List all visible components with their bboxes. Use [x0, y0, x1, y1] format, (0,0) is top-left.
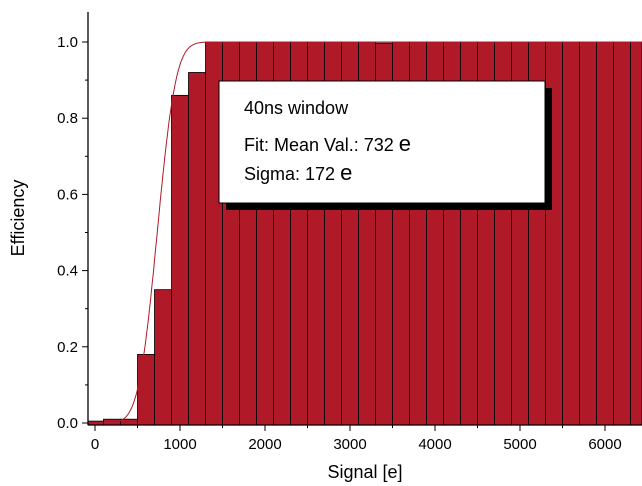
annotation-line-sigma: Sigma: 172 e — [244, 160, 352, 185]
x-tick-label: 5000 — [503, 436, 536, 453]
histogram-bar — [613, 41, 631, 426]
histogram-bar — [579, 41, 597, 426]
y-tick-label: 0.8 — [57, 110, 78, 127]
x-tick-label: 4000 — [418, 436, 451, 453]
annotation-panel — [218, 80, 546, 204]
annotation-sigma-unit: e — [340, 160, 352, 185]
histogram-bar — [188, 72, 206, 426]
x-tick-label: 2000 — [248, 436, 281, 453]
histogram-bar — [562, 41, 580, 426]
y-tick-label: 0.2 — [57, 339, 78, 356]
histogram-bar — [630, 41, 642, 426]
x-tick-label: 6000 — [588, 436, 621, 453]
fit-curve — [90, 41, 642, 424]
annotation-line-mean: Fit: Mean Val.: 732 e — [244, 131, 411, 156]
y-tick-label: 0.0 — [57, 415, 78, 432]
x-axis-title: Signal [e] — [327, 462, 402, 482]
x-tick-label: 1000 — [163, 436, 196, 453]
y-tick-label: 0.4 — [57, 263, 78, 280]
annotation-line-window: 40ns window — [244, 98, 349, 118]
y-tick-label: 1.0 — [57, 34, 78, 51]
histogram-bar — [137, 354, 155, 426]
y-axis-title: Efficiency — [8, 180, 28, 257]
x-tick-label: 3000 — [333, 436, 366, 453]
ticks-layer: 0 1000 2000 3000 4000 5000 6000 0.0 0.2 0.4 0.6 0.8… — [57, 34, 622, 453]
histogram-bar — [171, 94, 189, 426]
annotation-box: 40ns window Fit: Mean Val.: 732 e Sigma:… — [218, 80, 552, 210]
histogram-bar — [596, 41, 614, 426]
annotation-mean-unit: e — [399, 131, 411, 156]
y-tick-label: 0.6 — [57, 186, 78, 203]
x-tick-label: 0 — [91, 436, 99, 453]
histogram-bar — [154, 289, 172, 426]
histogram-bar — [120, 418, 138, 426]
